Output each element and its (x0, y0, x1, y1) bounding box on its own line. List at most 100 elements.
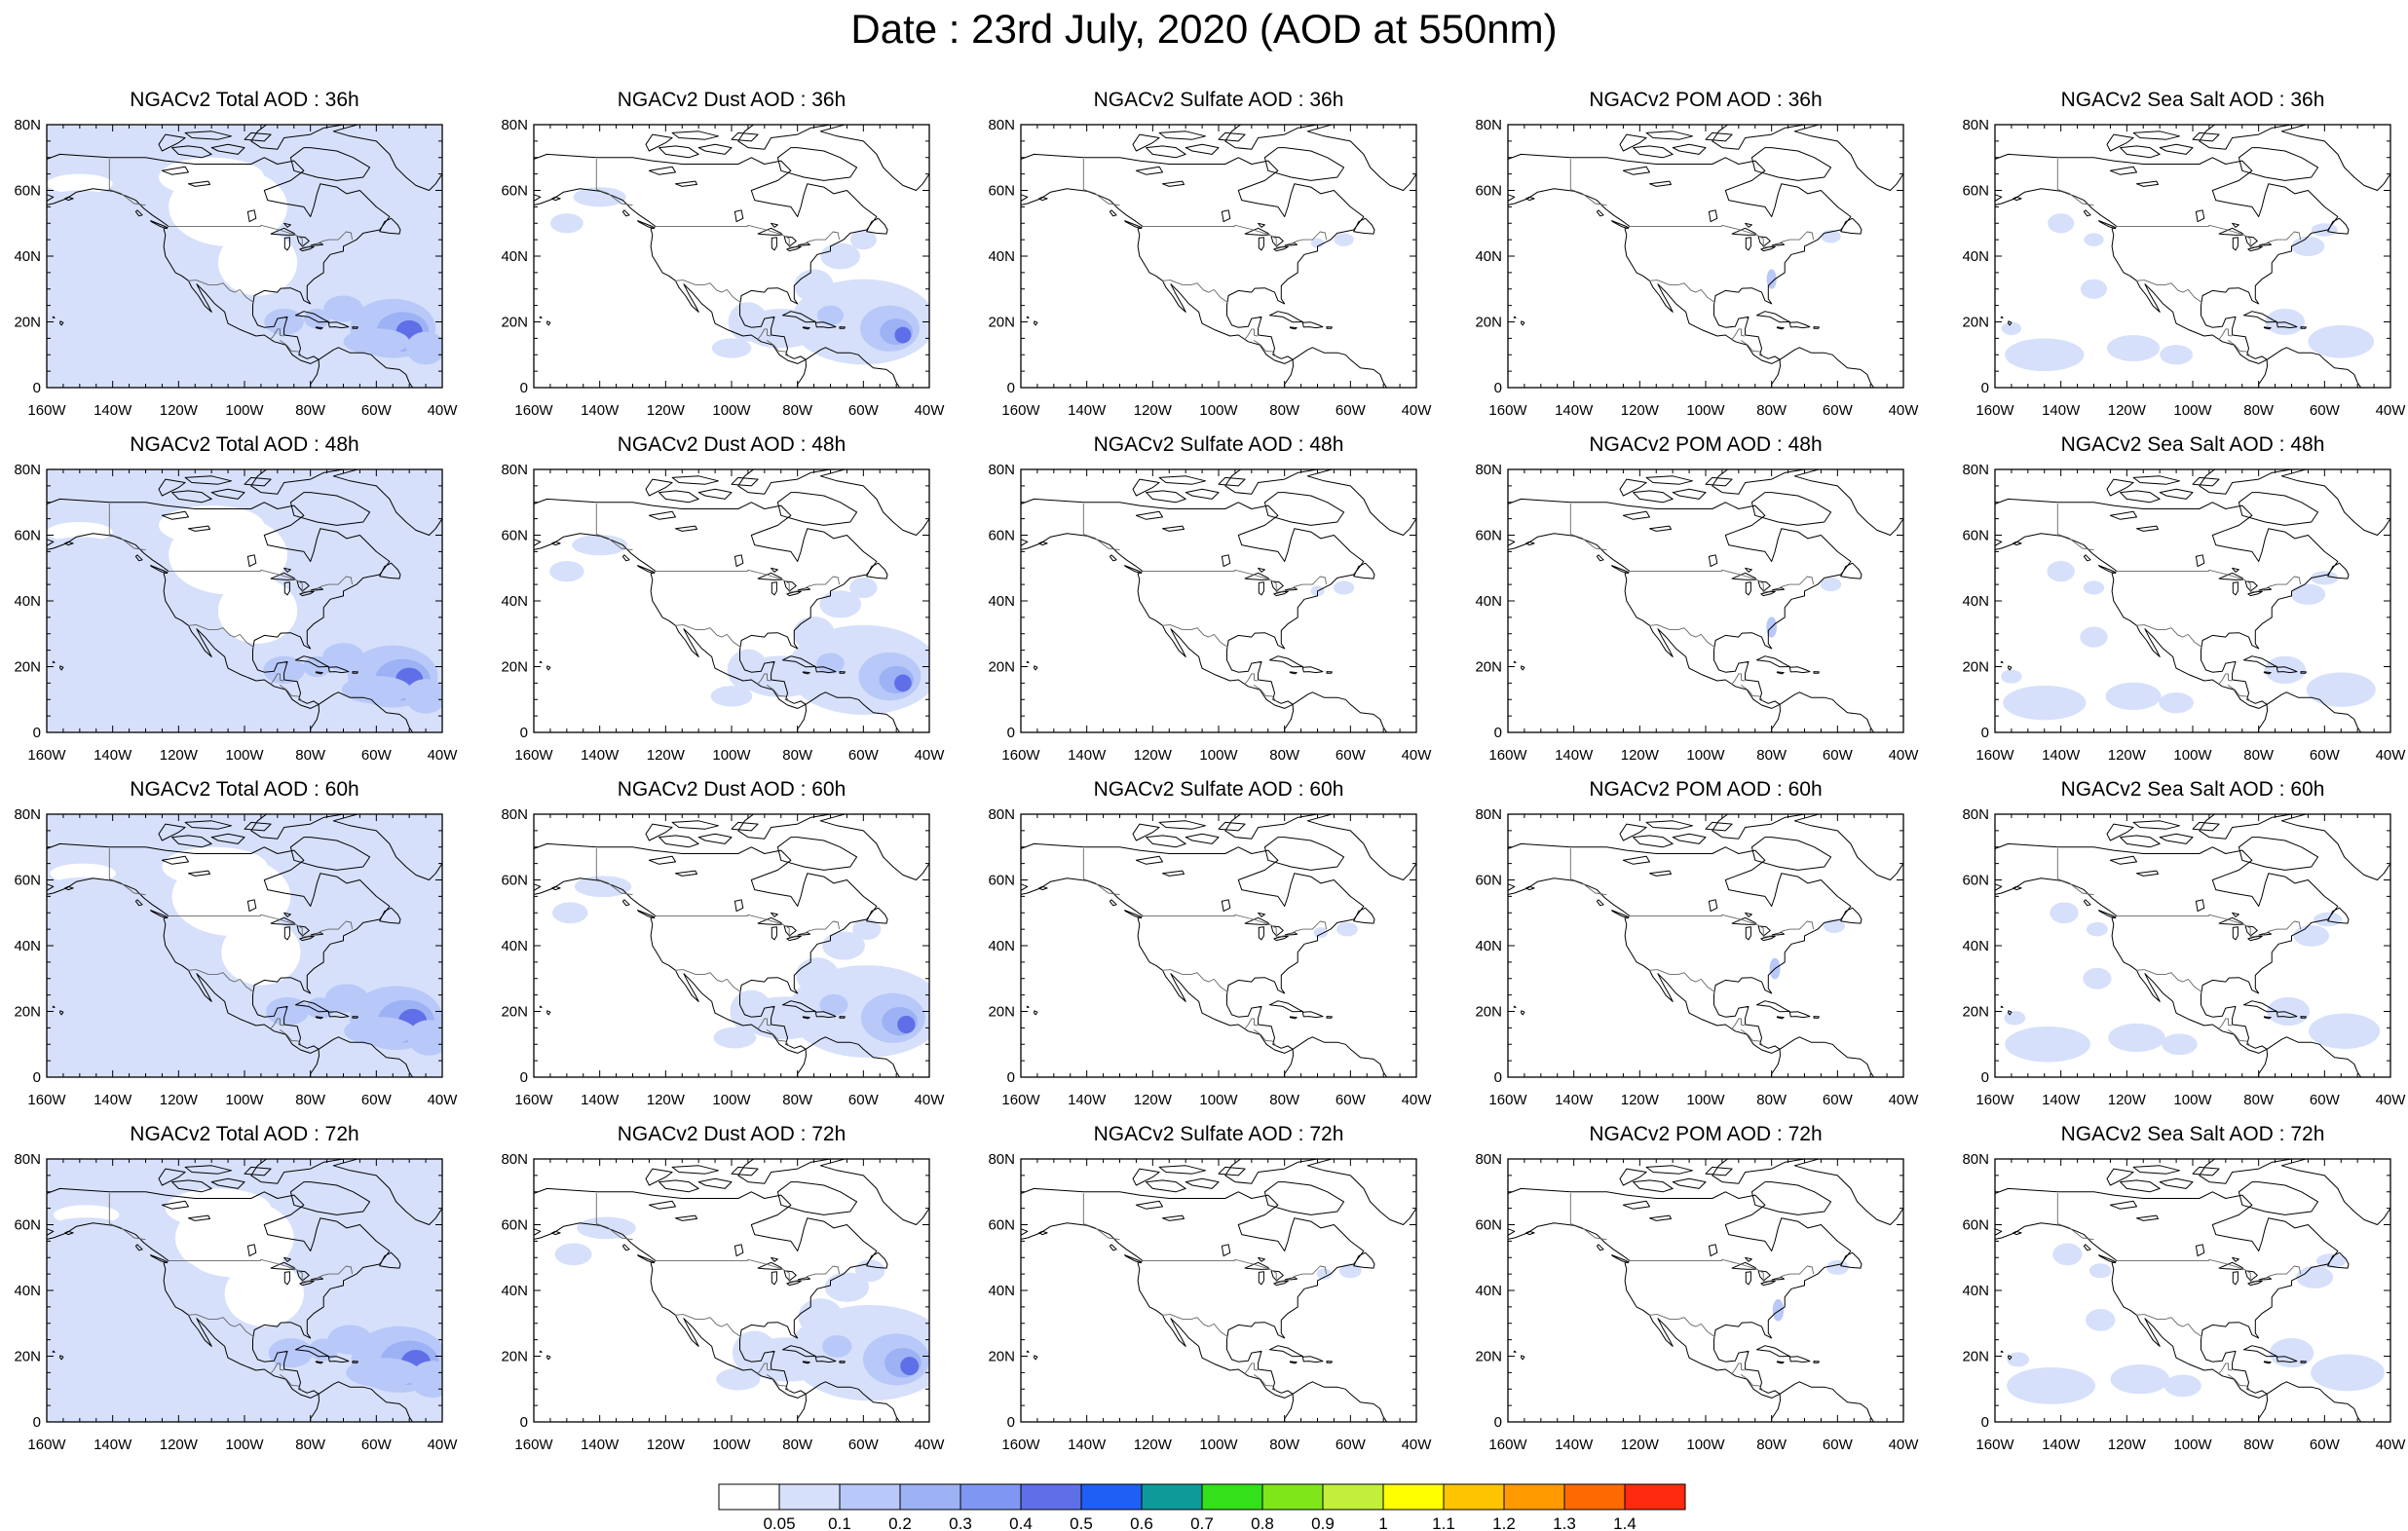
coast-island (52, 1350, 56, 1353)
coast-island (1776, 326, 1785, 330)
lon-tick-label: 100W (225, 1437, 264, 1453)
aod-region (339, 1185, 414, 1245)
coast-island (2192, 821, 2220, 832)
lon-tick-label: 140W (1068, 402, 1107, 419)
coast-island (1645, 1165, 1693, 1175)
aod-region (2047, 560, 2075, 582)
lat-tick-label: 60N (1962, 1217, 1989, 1234)
coast-island (839, 326, 846, 329)
lake (734, 899, 744, 913)
map-svg: 160W 140W 120W 100W 80W 60W 40W 0 20N 40N 60N 80N (1475, 117, 1919, 419)
coast-island (1353, 1251, 1375, 1269)
coast-island (637, 1254, 655, 1264)
lake (783, 236, 797, 247)
coast-greenland (1306, 125, 1416, 191)
coast-island (546, 320, 551, 326)
coast-island (2159, 143, 2194, 155)
map-svg: 160W 140W 120W 100W 80W 60W 40W 0 20N 40N 60N 80N (988, 462, 1432, 764)
lake (2232, 222, 2239, 228)
colorbar-swatch (1503, 1483, 1565, 1511)
coast-island (289, 147, 371, 181)
lake (1135, 855, 1163, 865)
coast-island (244, 131, 272, 142)
aod-region (2110, 1364, 2170, 1395)
lake (771, 1271, 777, 1286)
lon-tick-label: 160W (27, 402, 66, 419)
coast-island (2013, 885, 2022, 891)
coast-island (1633, 145, 1674, 159)
lat-tick-label: 20N (1475, 1004, 1502, 1021)
lat-tick-label: 80N (501, 462, 528, 478)
lake (283, 237, 290, 251)
coast-island (2120, 145, 2161, 159)
lon-tick-label: 40W (1889, 1092, 1920, 1108)
lake (675, 870, 697, 877)
country-border (1569, 159, 1607, 206)
aod-region (229, 1364, 274, 1395)
aod-region (2293, 924, 2330, 947)
coast-island (697, 143, 733, 155)
coast-island (1611, 1254, 1629, 1264)
coast-south-america (805, 1036, 901, 1077)
lon-tick-label: 120W (2108, 1437, 2147, 1453)
coast-greenland (1793, 1159, 1903, 1225)
lat-tick-label: 80N (501, 1151, 528, 1168)
aod-region (852, 918, 882, 941)
coast-island (866, 562, 888, 579)
coastlines (1995, 814, 2390, 1077)
aod-region (266, 996, 309, 1027)
lon-tick-label: 80W (782, 1092, 813, 1108)
lon-tick-label: 100W (1686, 747, 1725, 764)
coast-island (1755, 655, 1790, 668)
colorbar-swatch (899, 1483, 961, 1511)
lon-tick-label: 160W (1975, 1437, 2014, 1453)
lat-tick-label: 40N (501, 1283, 528, 1299)
borders (1082, 159, 1328, 357)
coast-island (1109, 209, 1117, 217)
lake (1135, 166, 1163, 175)
country-border (270, 1018, 283, 1030)
coast-island (1353, 562, 1375, 579)
coast-island (2276, 1011, 2298, 1019)
lon-tick-label: 160W (1001, 1437, 1040, 1453)
coast-island (2300, 1361, 2307, 1363)
lake (1270, 236, 1284, 247)
country-border (757, 328, 771, 341)
coast-island (1185, 143, 1220, 155)
lake (648, 166, 676, 175)
panel-title: NGACv2 Total AOD : 60h (130, 778, 359, 801)
lon-tick-label: 40W (915, 402, 946, 419)
lake (2244, 1270, 2258, 1282)
coast-island (645, 1168, 673, 1186)
lon-tick-label: 160W (1488, 747, 1527, 764)
lon-tick-label: 100W (2173, 1437, 2212, 1453)
country-border (1628, 1258, 1815, 1283)
lat-tick-label: 0 (1007, 1414, 1015, 1431)
coast-island (1788, 666, 1811, 674)
lon-tick-label: 60W (2310, 1092, 2341, 1108)
lon-tick-label: 100W (1199, 1437, 1238, 1453)
coast-island (658, 490, 699, 504)
country-border (2218, 328, 2232, 341)
map-svg: 160W 140W 120W 100W 80W 60W 40W 0 20N 40N 60N 80N (1475, 806, 1920, 1108)
panel-title: NGACv2 Sea Salt AOD : 72h (2060, 1123, 2325, 1145)
map-panel-sulfate-36h: NGACv2 Sulfate AOD : 36h 160W 140W 120W 100W… (974, 88, 1432, 419)
country-border (270, 673, 283, 686)
coast-island (64, 541, 74, 546)
aod-region (798, 1298, 844, 1335)
lon-tick-label: 120W (160, 1092, 199, 1108)
colorbar-label: 1.1 (1432, 1514, 1455, 1531)
lon-tick-label: 60W (1823, 1437, 1854, 1453)
coast-island (171, 1179, 212, 1193)
lon-tick-label: 140W (2042, 1092, 2081, 1108)
lon-tick-label: 140W (1068, 747, 1107, 764)
country-border (2218, 673, 2232, 686)
coast-island (315, 326, 323, 330)
coast-island (781, 311, 816, 323)
lake (1649, 180, 1672, 187)
borders (108, 504, 354, 702)
borders (595, 504, 841, 702)
coast-island (621, 209, 630, 217)
colorbar-swatch (959, 1483, 1022, 1511)
country-border (1162, 624, 1228, 648)
